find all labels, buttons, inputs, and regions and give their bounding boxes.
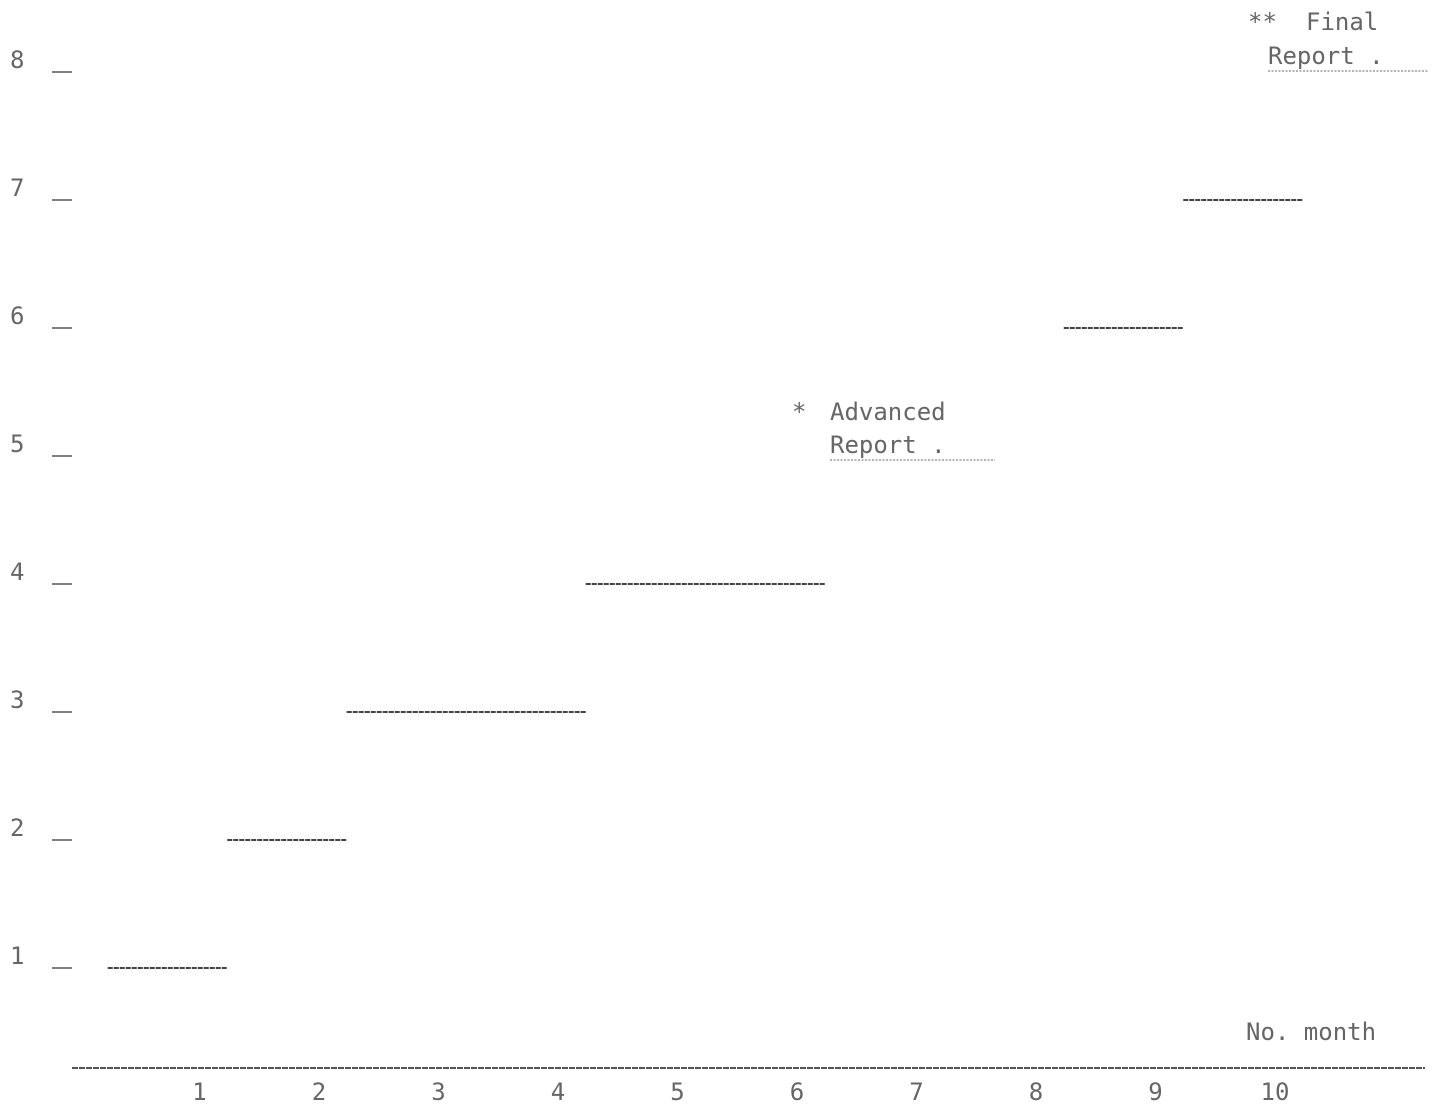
x-tick-label: 3 (431, 1078, 445, 1106)
annotation-advanced-report: * Advanced Report . (792, 398, 995, 460)
y-tick-label: 7 (10, 174, 24, 202)
annotation-line2: Report . (1268, 42, 1384, 70)
y-tick-label: 5 (10, 430, 24, 458)
x-tick-label: 5 (670, 1078, 684, 1106)
y-tick-label: 8 (10, 46, 24, 74)
x-tick-label: 9 (1148, 1078, 1162, 1106)
annotation-marker: ** (1248, 8, 1277, 36)
series-segments (108, 200, 1303, 968)
annotation-line1: Advanced (830, 398, 946, 426)
y-tick-label: 2 (10, 814, 24, 842)
x-tick-label: 7 (909, 1078, 923, 1106)
x-tick-label: 4 (551, 1078, 565, 1106)
x-axis: 1 2 3 4 5 6 7 8 9 10 (192, 1078, 1289, 1106)
x-tick-label: 8 (1029, 1078, 1043, 1106)
annotation-line1: Final (1306, 8, 1378, 36)
x-tick-label: 2 (312, 1078, 326, 1106)
y-axis: 1 2 3 4 5 6 7 8 (10, 46, 72, 970)
y-tick-label: 3 (10, 686, 24, 714)
x-tick-label: 1 (192, 1078, 206, 1106)
annotation-final-report: ** Final Report . (1248, 8, 1428, 71)
x-tick-label: 6 (790, 1078, 804, 1106)
y-tick-label: 6 (10, 302, 24, 330)
x-axis-title: No. month (1246, 1018, 1376, 1046)
annotation-line2: Report . (830, 431, 946, 459)
y-tick-label: 4 (10, 558, 24, 586)
y-tick-label: 1 (10, 942, 24, 970)
x-tick-label: 10 (1261, 1078, 1290, 1106)
annotation-marker: * (792, 398, 806, 426)
